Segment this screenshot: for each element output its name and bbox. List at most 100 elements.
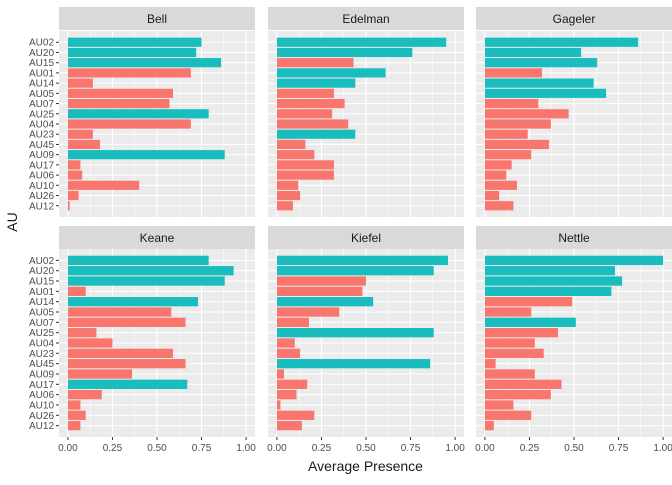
bar-au09: [67, 369, 133, 379]
bar-au10: [67, 180, 140, 190]
bar-au05: [484, 307, 532, 317]
facet-title: Gageler: [553, 12, 596, 26]
bar-au07: [484, 98, 539, 109]
bar-au04: [67, 119, 191, 129]
bar-au14: [276, 297, 374, 307]
bar-au06: [276, 390, 297, 400]
y-tick-label: AU12: [29, 421, 54, 432]
y-tick-label: AU04: [29, 120, 54, 131]
bar-au10: [276, 180, 299, 190]
bar-au23: [67, 129, 93, 139]
bar-au26: [276, 410, 315, 420]
facet-strip: [268, 7, 464, 30]
bar-au45: [484, 139, 550, 150]
y-tick-label: AU15: [29, 277, 54, 288]
y-tick-label: AU23: [29, 130, 54, 141]
facet-title: Nettle: [558, 231, 590, 245]
facet-strip: [268, 226, 464, 249]
bar-au20: [484, 266, 615, 276]
bar-au02: [484, 255, 664, 266]
y-tick-label: AU07: [29, 99, 54, 110]
bar-au12: [484, 420, 494, 431]
bar-au26: [484, 190, 500, 201]
y-tick-label: AU45: [29, 140, 54, 151]
bar-au45: [67, 359, 186, 369]
x-tick-label: 1.00: [236, 443, 256, 454]
bar-au04: [276, 338, 295, 348]
y-tick-label: AU14: [29, 79, 54, 90]
bar-au10: [67, 400, 81, 410]
bar-au26: [67, 410, 86, 420]
facet-title: Keane: [140, 231, 175, 245]
bar-au07: [67, 317, 186, 327]
y-tick-label: AU17: [29, 160, 54, 171]
x-tick-label: 0.75: [401, 443, 421, 454]
bar-au15: [67, 58, 222, 68]
bar-au25: [67, 328, 97, 338]
x-tick-label: 1.00: [445, 443, 465, 454]
bar-au07: [67, 98, 170, 109]
bar-au02: [67, 255, 209, 266]
bar-au09: [276, 150, 315, 160]
bar-au23: [67, 348, 174, 358]
bar-au09: [67, 150, 225, 160]
y-tick-label: AU20: [29, 266, 54, 277]
bar-au45: [276, 139, 306, 150]
bar-au04: [484, 338, 535, 348]
x-tick-label: 0.50: [147, 443, 167, 454]
y-tick-label: AU25: [29, 109, 54, 120]
bar-au10: [484, 180, 517, 190]
x-tick-label: 1.00: [653, 443, 672, 454]
facet-strip: [476, 226, 672, 249]
bar-au23: [276, 129, 356, 139]
bar-au10: [276, 400, 281, 410]
bar-au12: [276, 201, 293, 211]
bar-au12: [276, 420, 302, 431]
bar-au09: [484, 150, 532, 160]
bar-au05: [67, 307, 172, 317]
y-tick-label: AU10: [29, 181, 54, 192]
bar-au26: [484, 410, 532, 420]
bar-au06: [276, 170, 334, 180]
bar-au01: [276, 68, 386, 78]
bar-au01: [484, 68, 542, 78]
facet-title: Edelman: [342, 12, 389, 26]
y-tick-label: AU05: [29, 308, 54, 319]
bar-au25: [484, 109, 569, 119]
y-tick-label: AU09: [29, 369, 54, 380]
bar-au04: [67, 338, 113, 348]
x-tick-label: 0.25: [312, 443, 332, 454]
bar-au17: [276, 379, 308, 389]
bar-au23: [276, 348, 301, 358]
bar-au05: [484, 88, 607, 98]
bar-au07: [484, 317, 576, 327]
bar-au12: [484, 201, 514, 211]
y-tick-label: AU14: [29, 297, 54, 308]
facet-strip: [476, 7, 672, 30]
bar-au20: [67, 47, 197, 58]
bar-au14: [484, 78, 594, 88]
y-tick-label: AU17: [29, 380, 54, 391]
y-tick-label: AU09: [29, 150, 54, 161]
x-tick-label: 0.00: [58, 443, 78, 454]
facet-title: Bell: [147, 12, 167, 26]
bar-au23: [484, 348, 544, 358]
bar-au45: [276, 359, 431, 369]
bar-au07: [276, 98, 345, 109]
bar-au25: [276, 328, 434, 338]
bar-au15: [484, 276, 623, 286]
bar-au02: [67, 37, 202, 47]
y-tick-label: AU26: [29, 411, 54, 422]
x-axis-title: Average Presence: [308, 458, 423, 474]
bar-au17: [67, 160, 81, 170]
bar-au17: [276, 160, 334, 170]
x-tick-label: 0.00: [267, 443, 287, 454]
bar-au04: [484, 119, 551, 129]
bar-au14: [67, 297, 198, 307]
y-tick-label: AU10: [29, 400, 54, 411]
y-tick-label: AU25: [29, 328, 54, 339]
bar-au09: [276, 369, 285, 379]
x-tick-label: 0.00: [475, 443, 495, 454]
y-tick-label: AU01: [29, 287, 54, 298]
bar-au14: [67, 78, 93, 88]
